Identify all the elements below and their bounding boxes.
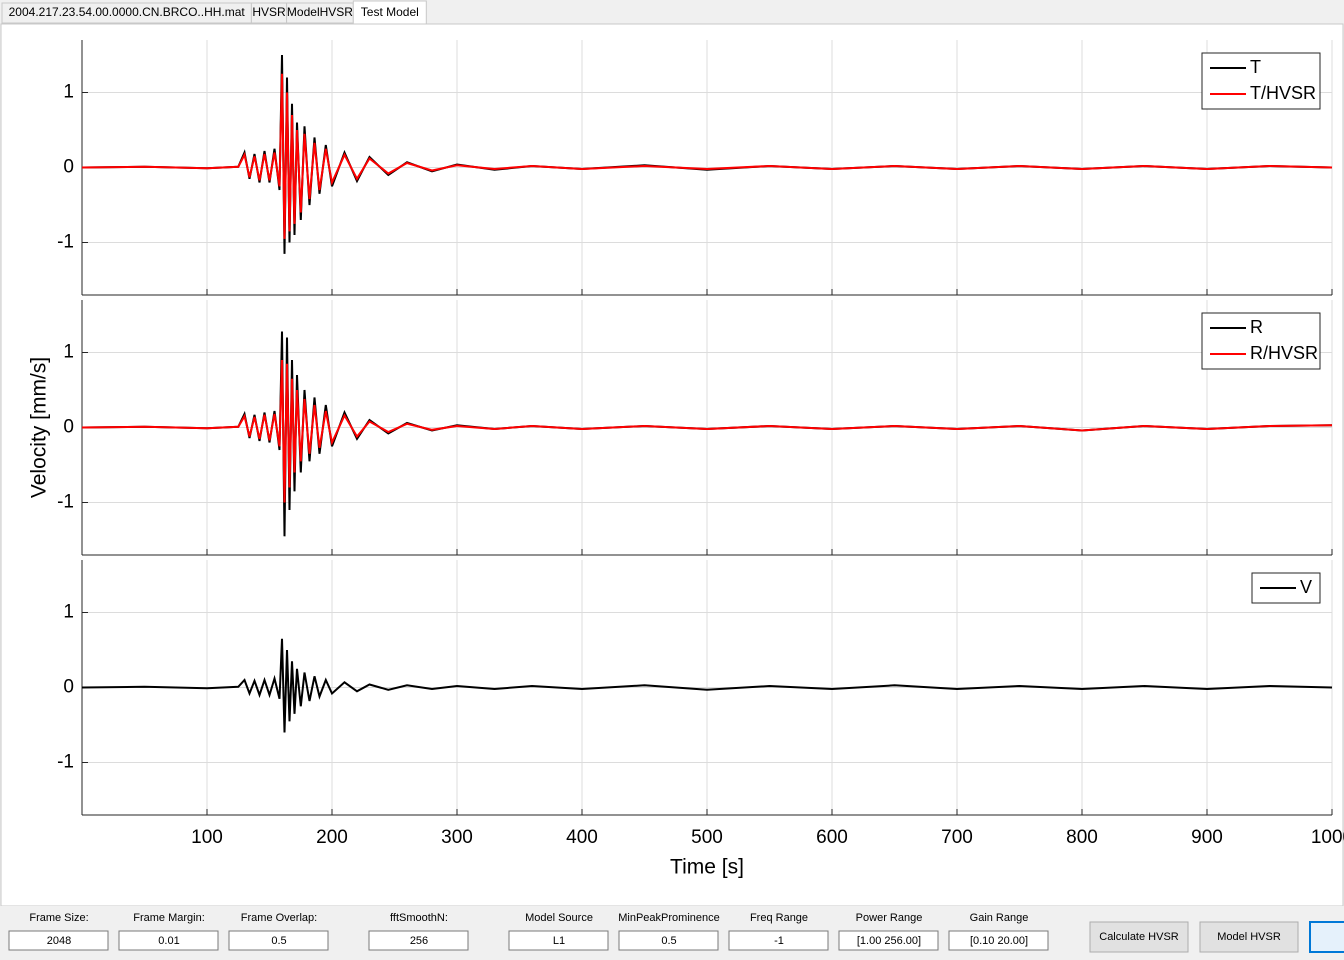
x-tick-label: 700 [941, 827, 973, 848]
x-tick-label: 300 [441, 827, 473, 848]
button-label: Model HVSR [1217, 931, 1281, 943]
input-value: [1.00 256.00] [857, 935, 921, 947]
input-value: L1 [553, 935, 565, 947]
x-tick-label: 800 [1066, 827, 1098, 848]
control-label: fftSmoothN: [390, 912, 448, 924]
control-label: MinPeakProminence [618, 912, 720, 924]
y-tick-label: 0 [63, 417, 74, 438]
y-tick-label: 0 [63, 677, 74, 698]
legend-label: V [1300, 577, 1312, 597]
legend-box [1201, 312, 1321, 370]
tab[interactable] [352, 0, 427, 25]
y-tick-label: -1 [57, 492, 74, 513]
input-value: 2048 [47, 935, 71, 947]
tab-label: 2004.217.23.54.00.0000.CN.BRCO..HH.mat [9, 5, 246, 19]
text-input[interactable] [728, 930, 829, 951]
text-input[interactable] [948, 930, 1049, 951]
input-value: 256 [410, 935, 428, 947]
legend-label: T [1250, 57, 1261, 77]
button[interactable] [1199, 921, 1299, 953]
x-tick-label: 400 [566, 827, 598, 848]
input-value: 0.5 [271, 935, 286, 947]
x-tick-label: 600 [816, 827, 848, 848]
control-label: Gain Range [970, 912, 1029, 924]
legend-label: R/HVSR [1250, 343, 1318, 363]
control-label: Model Source [525, 912, 593, 924]
input-value: 0.5 [661, 935, 676, 947]
input-value: [0.10 20.00] [970, 935, 1028, 947]
x-tick-label: 900 [1191, 827, 1223, 848]
y-tick-label: -1 [57, 752, 74, 773]
control-label: Frame Size: [29, 912, 88, 924]
text-input[interactable] [618, 930, 719, 951]
tab-label: HVSR [252, 5, 286, 19]
button[interactable] [1089, 921, 1189, 953]
text-input[interactable] [368, 930, 469, 951]
x-tick-label: 500 [691, 827, 723, 848]
text-input[interactable] [508, 930, 609, 951]
text-input[interactable] [8, 930, 109, 951]
text-input[interactable] [228, 930, 329, 951]
x-axis-label: Time [s] [670, 856, 744, 879]
button-label: Calculate HVSR [1099, 931, 1179, 943]
legend-label: R [1250, 317, 1263, 337]
text-input[interactable] [838, 930, 939, 951]
input-value: 0.01 [158, 935, 179, 947]
series-line [81, 359, 1333, 503]
series-line [81, 73, 1333, 239]
tab-label: ModelHVSR [287, 5, 353, 19]
legend-label: T/HVSR [1250, 83, 1316, 103]
y-tick-label: 1 [63, 342, 74, 363]
control-label: Frame Overlap: [241, 912, 317, 924]
y-axis-label: Velocity [mm/s] [28, 357, 51, 498]
text-input[interactable] [118, 930, 219, 951]
x-tick-label: 100 [191, 827, 223, 848]
y-tick-label: 0 [63, 157, 74, 178]
legend-box [1201, 52, 1321, 110]
control-label: Freq Range [750, 912, 808, 924]
y-tick-label: 1 [63, 602, 74, 623]
control-label: Frame Margin: [133, 912, 205, 924]
x-tick-label: 200 [316, 827, 348, 848]
y-tick-label: 1 [63, 82, 74, 103]
x-tick-label: 1000 [1311, 827, 1344, 848]
control-label: Power Range [856, 912, 923, 924]
extra-button[interactable] [1309, 921, 1344, 953]
input-value: -1 [774, 935, 784, 947]
y-tick-label: -1 [57, 232, 74, 253]
series-line [81, 638, 1333, 733]
tab-label: Test Model [361, 5, 419, 19]
